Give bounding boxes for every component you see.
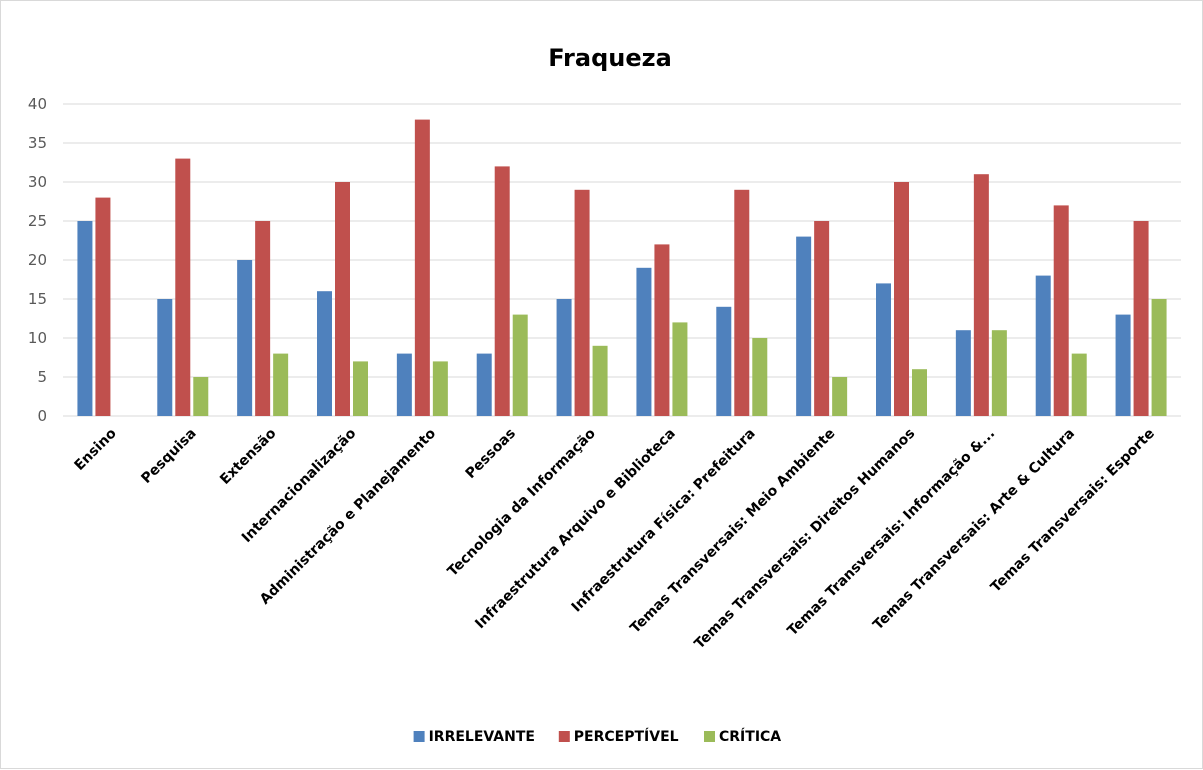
bar-irrelevante-8 <box>716 306 732 416</box>
bar-crítica-11 <box>991 330 1007 416</box>
y-tick-label: 30 <box>28 173 47 191</box>
bar-crítica-2 <box>273 353 289 416</box>
bar-irrelevante-13 <box>1115 314 1131 416</box>
bars <box>77 119 1167 416</box>
bar-perceptível-9 <box>814 221 830 416</box>
bar-irrelevante-12 <box>1035 275 1051 416</box>
bar-perceptível-8 <box>734 189 750 416</box>
bar-crítica-9 <box>832 377 848 416</box>
bar-crítica-12 <box>1071 353 1087 416</box>
bar-perceptível-6 <box>574 189 590 416</box>
bar-irrelevante-10 <box>876 283 891 416</box>
legend-swatch <box>558 731 570 742</box>
bar-irrelevante-0 <box>77 221 93 416</box>
x-tick-label: Administração e Planejamento <box>257 425 439 607</box>
y-tick-label: 25 <box>28 212 47 230</box>
bar-perceptível-2 <box>255 221 271 416</box>
legend-swatch <box>413 731 425 742</box>
bar-crítica-1 <box>193 377 209 416</box>
y-tick-label: 0 <box>37 407 47 425</box>
bar-perceptível-0 <box>95 197 111 416</box>
legend: IRRELEVANTE PERCEPTÍVEL CRÍTICA <box>413 728 781 745</box>
bar-perceptível-7 <box>654 244 670 416</box>
bar-crítica-13 <box>1151 299 1167 416</box>
y-tick-label: 5 <box>37 368 47 386</box>
bar-crítica-7 <box>672 322 688 416</box>
bar-perceptível-12 <box>1053 205 1069 416</box>
bar-irrelevante-9 <box>796 236 812 416</box>
bar-perceptível-10 <box>894 182 909 416</box>
y-tick-label: 15 <box>28 290 47 308</box>
x-axis: Ensino Pesquisa ExtensãoInternacionalizaçã… <box>71 425 1157 652</box>
legend-label: IRRELEVANTE <box>429 729 535 745</box>
legend-swatch <box>704 731 715 742</box>
x-tick-label: Pesquisa <box>138 426 199 487</box>
bar-crítica-10 <box>912 369 927 416</box>
bar-irrelevante-1 <box>157 299 173 416</box>
bar-perceptível-13 <box>1133 221 1149 416</box>
chart-title: Fraqueza <box>548 44 672 72</box>
x-tick-label: Ensino <box>71 425 120 474</box>
bar-crítica-3 <box>353 361 368 416</box>
bar-irrelevante-5 <box>476 353 492 416</box>
x-tick-label: Tecnologia da Informação <box>445 425 600 580</box>
bar-perceptível-11 <box>973 174 989 416</box>
bar-perceptível-5 <box>494 166 510 416</box>
bar-perceptível-3 <box>335 182 350 416</box>
y-tick-label: 35 <box>28 134 47 152</box>
x-tick-label: Pessoas <box>463 426 519 482</box>
y-tick-label: 10 <box>28 329 47 347</box>
gridlines <box>63 103 1181 417</box>
x-tick-label: Extensão <box>217 425 280 488</box>
bar-irrelevante-2 <box>237 260 253 416</box>
bar-irrelevante-11 <box>955 330 971 416</box>
y-axis: 0 5 10 15 20 25 30 35 40 <box>28 95 47 425</box>
y-tick-label: 40 <box>28 95 47 113</box>
y-tick-label: 20 <box>28 251 47 269</box>
bar-irrelevante-3 <box>317 291 332 416</box>
x-tick-label: Infraestrutura Física: Prefeitura <box>569 426 759 616</box>
x-tick-label: Temas Transversais: Esporte <box>988 426 1158 596</box>
bar-irrelevante-7 <box>636 267 652 416</box>
bar-crítica-6 <box>592 345 608 416</box>
bar-crítica-4 <box>432 361 448 416</box>
bar-crítica-8 <box>752 338 768 416</box>
bar-irrelevante-6 <box>556 299 572 416</box>
legend-label: PERCEPTÍVEL <box>574 728 679 745</box>
bar-perceptível-1 <box>175 158 191 416</box>
bar-crítica-5 <box>512 314 528 416</box>
bar-irrelevante-4 <box>396 353 412 416</box>
legend-label: CRÍTICA <box>719 728 781 745</box>
bar-perceptível-4 <box>414 119 430 416</box>
